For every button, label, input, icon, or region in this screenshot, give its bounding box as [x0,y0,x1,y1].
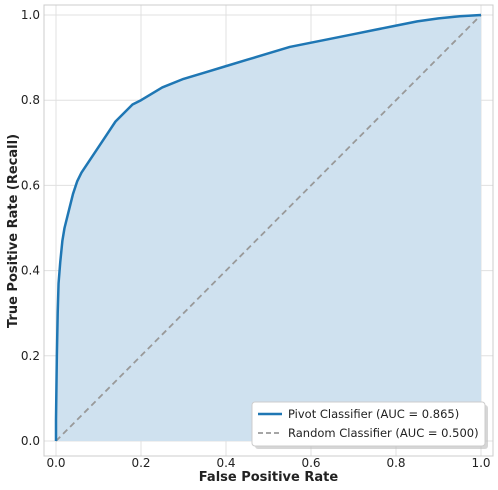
x-tick-label: 0.0 [46,456,65,470]
legend-box [251,401,486,447]
y-axis-title: True Positive Rate (Recall) [6,134,21,328]
y-tick-labels: 0.0 0.2 0.4 0.6 0.8 1.0 [21,8,40,448]
y-tick-label: 0.6 [21,178,40,192]
x-tick-label: 0.8 [386,456,405,470]
y-tick-label: 0.8 [21,93,40,107]
y-tick-label: 0.2 [21,349,40,363]
y-tick-label: 0.0 [21,434,40,448]
x-tick-label: 0.4 [216,456,235,470]
random-classifier-line [55,14,482,442]
x-axis-title: False Positive Rate [199,470,339,485]
x-tick-labels: 0.0 0.2 0.4 0.6 0.8 1.0 [46,456,490,470]
x-tick-label: 0.2 [131,456,150,470]
x-tick-label: 1.0 [471,456,490,470]
legend-label-random: Random Classifier (AUC = 0.500) [288,426,479,440]
roc-curve-line [54,13,482,441]
y-tick-label: 0.4 [21,264,40,278]
legend-label-pivot: Pivot Classifier (AUC = 0.865) [288,407,459,421]
legend: Pivot Classifier (AUC = 0.865) Random Cl… [251,401,488,449]
y-tick-label: 1.0 [21,8,40,22]
plot-frame [43,4,494,457]
x-tick-label: 0.6 [301,456,320,470]
